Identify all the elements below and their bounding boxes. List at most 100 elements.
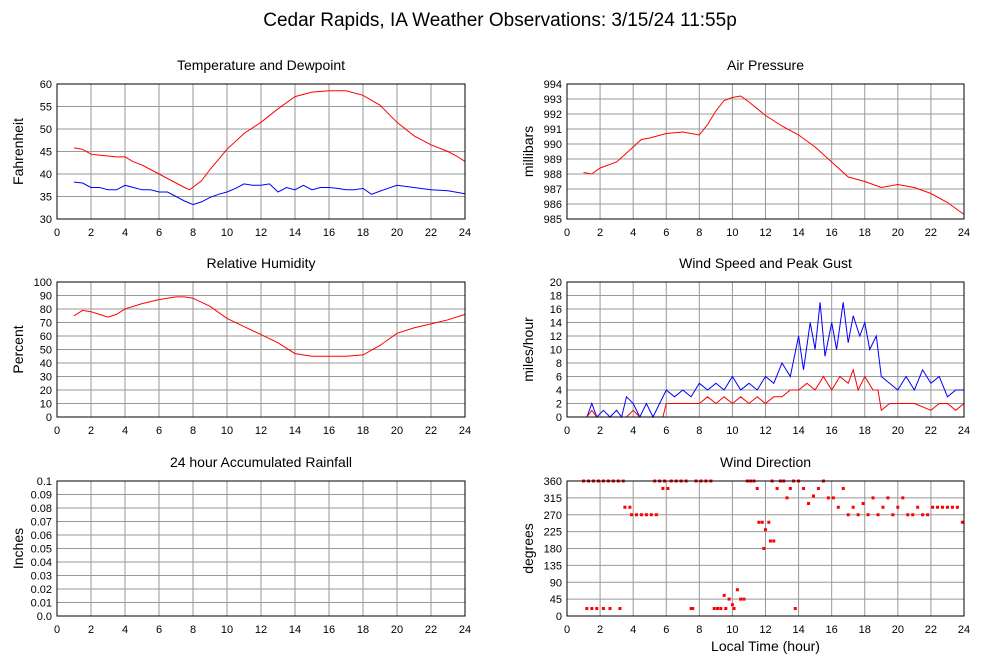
y-axis-label: millibars xyxy=(520,126,536,177)
data-point xyxy=(931,505,935,509)
y-tick-label: 20 xyxy=(550,277,562,289)
x-tick-label: 12 xyxy=(759,425,771,437)
data-point xyxy=(757,520,761,524)
x-tick-label: 2 xyxy=(597,227,603,239)
y-tick-label: 100 xyxy=(34,277,52,289)
data-point xyxy=(649,513,653,517)
data-point xyxy=(788,487,792,490)
data-point xyxy=(712,607,716,610)
y-tick-label: 0 xyxy=(556,611,562,623)
series-line-2 xyxy=(586,368,965,418)
y-tick-label: 991 xyxy=(544,124,562,136)
y-tick-label: 10 xyxy=(550,345,562,357)
y-tick-label: 90 xyxy=(550,577,562,589)
x-tick-label: 2 xyxy=(88,624,94,636)
data-point xyxy=(826,496,830,500)
y-tick-label: 50 xyxy=(40,124,52,136)
data-point xyxy=(739,597,743,601)
series-line-1 xyxy=(73,296,466,357)
y-tick-label: 0.05 xyxy=(31,544,52,556)
data-point xyxy=(881,505,885,509)
y-tick-label: 4 xyxy=(556,385,562,397)
y-tick-label: 0.0 xyxy=(37,611,52,623)
x-tick-label: 4 xyxy=(122,227,128,239)
data-point xyxy=(760,520,764,524)
series-line-1 xyxy=(73,90,466,191)
data-point xyxy=(876,513,880,517)
data-point xyxy=(590,607,594,610)
x-tick-label: 14 xyxy=(289,227,301,239)
data-point xyxy=(916,505,920,509)
y-tick-label: 30 xyxy=(40,372,52,384)
data-point xyxy=(639,513,643,517)
x-tick-label: 22 xyxy=(425,624,437,636)
data-point xyxy=(719,607,723,610)
y-tick-label: 988 xyxy=(544,169,562,181)
data-point xyxy=(831,496,835,500)
x-tick-label: 24 xyxy=(958,425,970,437)
data-point xyxy=(955,505,959,509)
y-tick-label: 60 xyxy=(40,79,52,91)
x-tick-label: 10 xyxy=(726,425,738,437)
y-tick-label: 40 xyxy=(40,358,52,370)
x-tick-label: 14 xyxy=(792,425,804,437)
y-tick-label: 0.03 xyxy=(31,571,52,583)
x-tick-label: 18 xyxy=(357,624,369,636)
x-tick-label: 8 xyxy=(696,624,702,636)
x-tick-label: 8 xyxy=(190,425,196,437)
data-point xyxy=(921,513,925,517)
x-tick-label: 8 xyxy=(696,425,702,437)
plot-frame xyxy=(56,83,466,220)
data-point xyxy=(936,505,940,509)
y-tick-label: 8 xyxy=(556,358,562,370)
x-tick-label: 4 xyxy=(122,425,128,437)
x-tick-label: 18 xyxy=(859,227,871,239)
data-point xyxy=(836,505,840,509)
data-point xyxy=(628,505,632,509)
x-tick-label: 10 xyxy=(726,624,738,636)
y-tick-label: 0 xyxy=(556,412,562,424)
data-point xyxy=(856,513,860,517)
y-axis-label: miles/hour xyxy=(520,317,536,382)
data-point xyxy=(595,607,599,610)
y-tick-label: 30 xyxy=(40,214,52,226)
y-tick-label: 992 xyxy=(544,109,562,121)
plot-frame xyxy=(566,480,965,617)
data-point xyxy=(764,528,767,532)
x-tick-label: 0 xyxy=(54,624,60,636)
y-tick-label: 989 xyxy=(544,154,562,166)
data-point xyxy=(816,487,820,490)
data-point xyxy=(886,496,890,500)
x-tick-label: 18 xyxy=(859,624,871,636)
chart-title: Wind Speed and Peak Gust xyxy=(679,255,852,271)
x-tick-label: 22 xyxy=(425,227,437,239)
x-tick-label: 14 xyxy=(792,227,804,239)
x-tick-label: 20 xyxy=(892,624,904,636)
y-tick-label: 986 xyxy=(544,199,562,211)
x-tick-label: 12 xyxy=(255,624,267,636)
y-tick-label: 12 xyxy=(550,331,562,343)
y-tick-label: 40 xyxy=(40,169,52,181)
x-tick-label: 4 xyxy=(630,227,636,239)
data-point xyxy=(762,547,766,550)
data-point xyxy=(735,588,739,592)
y-tick-label: 360 xyxy=(544,476,562,488)
y-tick-label: 0.1 xyxy=(37,476,52,488)
x-tick-label: 8 xyxy=(190,624,196,636)
x-tick-label: 6 xyxy=(156,227,162,239)
x-tick-label: 10 xyxy=(221,227,233,239)
x-tick-label: 20 xyxy=(892,425,904,437)
y-tick-label: 80 xyxy=(40,304,52,316)
x-tick-label: 10 xyxy=(221,425,233,437)
y-tick-label: 10 xyxy=(40,399,52,411)
data-point xyxy=(906,513,910,517)
y-tick-label: 0.09 xyxy=(31,490,52,502)
data-point xyxy=(768,539,772,543)
x-tick-label: 0 xyxy=(54,227,60,239)
y-tick-label: 20 xyxy=(40,385,52,397)
